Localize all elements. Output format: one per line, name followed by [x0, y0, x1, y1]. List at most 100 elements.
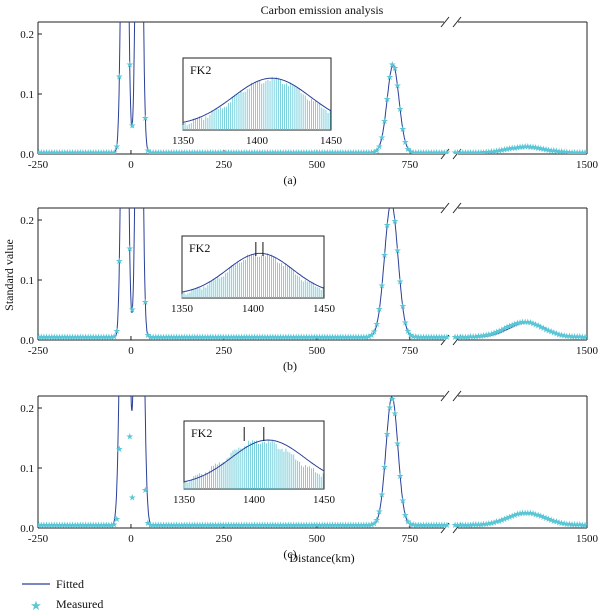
measured-point: ★ [58, 148, 66, 158]
measured-point: ★ [71, 332, 79, 342]
measured-point: ★ [511, 510, 519, 520]
measured-point: ★ [69, 332, 77, 342]
measured-point: ★ [258, 332, 266, 342]
measured-point: ★ [521, 508, 529, 518]
measured-point: ★ [339, 520, 347, 530]
measured-point: ★ [571, 520, 579, 530]
measured-point: ★ [331, 520, 339, 530]
measured-point: ★ [355, 332, 363, 342]
measured-point: ★ [435, 148, 443, 158]
measured-point: ★ [300, 148, 308, 158]
fitted-line-right [455, 513, 587, 527]
measured-point: ★ [212, 148, 220, 158]
measured-point: ★ [45, 520, 53, 530]
measured-point: ★ [266, 148, 274, 158]
measured-point: ★ [40, 332, 48, 342]
measured-point: ★ [321, 520, 329, 530]
measured-point: ★ [430, 332, 438, 342]
measured-point: ★ [427, 148, 435, 158]
measured-point: ★ [456, 148, 464, 158]
measured-point: ★ [427, 332, 435, 342]
measured-point: ★ [209, 148, 217, 158]
measured-point: ★ [144, 518, 152, 528]
measured-point: ★ [316, 520, 324, 530]
measured-point: ★ [578, 520, 586, 530]
measured-point: ★ [399, 301, 407, 311]
measured-point: ★ [165, 332, 173, 342]
measured-point: ★ [113, 142, 121, 152]
measured-point: ★ [534, 321, 542, 331]
measured-point: ★ [555, 517, 563, 527]
measured-point: ★ [368, 330, 376, 340]
measured-point: ★ [201, 332, 209, 342]
measured-point: ★ [196, 520, 204, 530]
measured-point: ★ [305, 520, 313, 530]
measured-point: ★ [193, 520, 201, 530]
measured-point: ★ [435, 520, 443, 530]
measured-point: ★ [66, 148, 74, 158]
inset-x-tick-label: 1400 [246, 135, 269, 147]
measured-point: ★ [115, 256, 123, 266]
measured-point: ★ [365, 148, 373, 158]
measured-point: ★ [313, 332, 321, 342]
measured-point: ★ [105, 520, 113, 530]
measured-point: ★ [451, 520, 459, 530]
measured-point: ★ [459, 520, 467, 530]
measured-point: ★ [555, 329, 563, 339]
measured-point: ★ [581, 148, 589, 158]
measured-point: ★ [438, 332, 446, 342]
measured-point: ★ [287, 332, 295, 342]
measured-point: ★ [368, 148, 376, 158]
measured-point: ★ [407, 519, 415, 529]
measured-point: ★ [180, 148, 188, 158]
fitted-line-left [38, 22, 447, 153]
measured-point: ★ [212, 332, 220, 342]
measured-point: ★ [284, 520, 292, 530]
measured-point: ★ [409, 520, 417, 530]
measured-point: ★ [245, 148, 253, 158]
measured-point: ★ [126, 59, 134, 69]
inset-x-tick-label: 1450 [313, 303, 336, 315]
measured-point: ★ [261, 148, 269, 158]
measured-point: ★ [240, 520, 248, 530]
measured-point: ★ [474, 147, 482, 157]
measured-point: ★ [180, 332, 188, 342]
measured-point: ★ [258, 148, 266, 158]
measured-point: ★ [480, 331, 488, 341]
measured-point: ★ [58, 520, 66, 530]
measured-point: ★ [399, 495, 407, 505]
measured-point: ★ [511, 319, 519, 329]
measured-point: ★ [154, 332, 162, 342]
measured-point: ★ [310, 332, 318, 342]
x-tick-label: 1500 [576, 533, 599, 545]
measured-point: ★ [412, 520, 420, 530]
measured-point: ★ [430, 148, 438, 158]
measured-point: ★ [414, 520, 422, 530]
measured-point: ★ [511, 143, 519, 153]
measured-point: ★ [352, 332, 360, 342]
measured-point: ★ [50, 332, 58, 342]
measured-point: ★ [529, 318, 537, 328]
measured-point: ★ [235, 148, 243, 158]
measured-point: ★ [545, 514, 553, 524]
measured-point: ★ [391, 216, 399, 226]
measured-point: ★ [342, 520, 350, 530]
measured-point: ★ [467, 520, 475, 530]
x-break-mark-top [452, 390, 462, 402]
measured-point: ★ [347, 332, 355, 342]
measured-point: ★ [292, 332, 300, 342]
measured-point: ★ [141, 297, 149, 307]
y-tick-label: 0.2 [20, 403, 34, 415]
measured-point: ★ [173, 520, 181, 530]
measured-point: ★ [365, 520, 373, 530]
measured-point: ★ [454, 148, 462, 158]
measured-point: ★ [269, 332, 277, 342]
measured-point: ★ [45, 332, 53, 342]
measured-point: ★ [79, 148, 87, 158]
measured-point: ★ [63, 332, 71, 342]
measured-point: ★ [217, 520, 225, 530]
measured-point: ★ [404, 144, 412, 154]
measured-point: ★ [35, 332, 43, 342]
measured-point: ★ [196, 332, 204, 342]
inset-frame [181, 235, 325, 299]
